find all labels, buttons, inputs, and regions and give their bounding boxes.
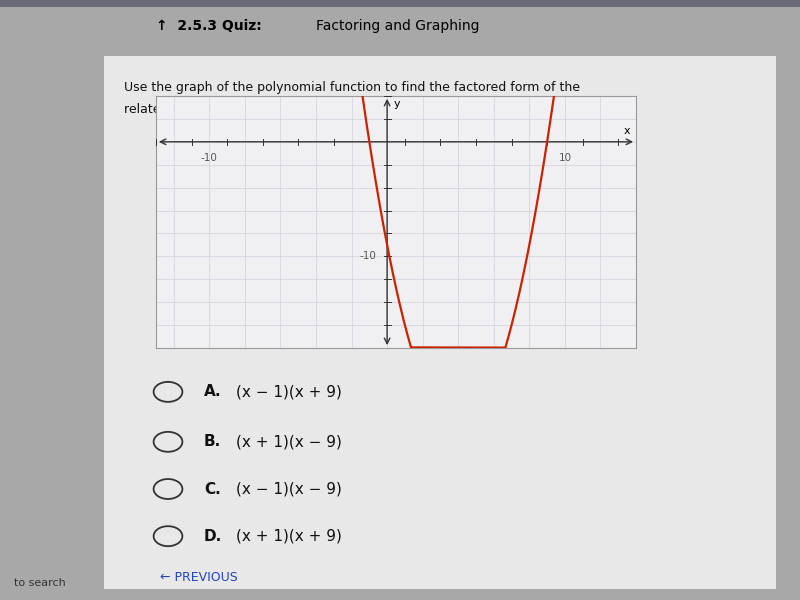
Text: Factoring and Graphing: Factoring and Graphing (316, 19, 479, 33)
Text: D.: D. (204, 529, 222, 544)
Text: Use the graph of the polynomial function to find the factored form of the: Use the graph of the polynomial function… (124, 81, 580, 94)
Text: 10: 10 (558, 153, 571, 163)
Text: ← PREVIOUS: ← PREVIOUS (160, 571, 238, 584)
FancyBboxPatch shape (104, 56, 776, 589)
Bar (0, 0, 800, 7)
Text: ↑  2.5.3 Quiz:: ↑ 2.5.3 Quiz: (156, 19, 262, 33)
Text: A.: A. (204, 385, 222, 400)
Text: -10: -10 (359, 251, 377, 262)
Text: B.: B. (204, 434, 222, 449)
Text: (x + 1)(x + 9): (x + 1)(x + 9) (236, 529, 342, 544)
Text: (x − 1)(x + 9): (x − 1)(x + 9) (236, 385, 342, 400)
Text: related polynomial. Assume it has no constant factor.: related polynomial. Assume it has no con… (124, 103, 458, 116)
Text: -10: -10 (201, 153, 218, 163)
Text: y: y (394, 100, 400, 109)
Text: C.: C. (204, 481, 221, 497)
Text: to search: to search (14, 578, 66, 589)
Text: (x − 1)(x − 9): (x − 1)(x − 9) (236, 481, 342, 497)
Text: x: x (624, 126, 630, 136)
Text: (x + 1)(x − 9): (x + 1)(x − 9) (236, 434, 342, 449)
